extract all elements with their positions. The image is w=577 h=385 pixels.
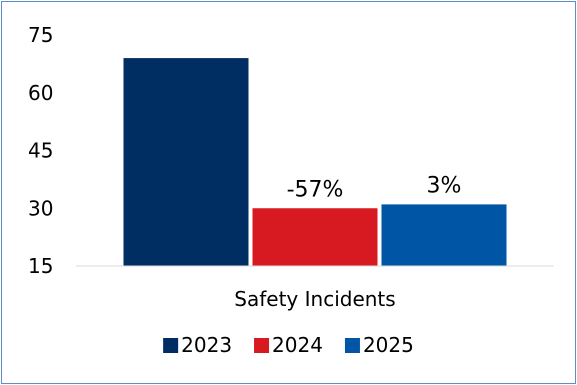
legend: 2023 2024 2025 xyxy=(163,333,414,357)
legend-swatch-2023 xyxy=(163,338,179,353)
x-axis-categories: Safety Incidents xyxy=(234,287,395,311)
bar-2023 xyxy=(123,58,249,266)
y-tick-label: 60 xyxy=(28,81,53,105)
bar-data-label: -57% xyxy=(287,177,344,202)
legend-swatch-2025 xyxy=(344,338,360,353)
y-tick-label: 30 xyxy=(28,196,53,220)
legend-label: 2025 xyxy=(363,333,414,357)
x-category-label: Safety Incidents xyxy=(234,287,395,311)
legend-label: 2024 xyxy=(272,333,323,357)
y-tick-label: 75 xyxy=(28,23,53,47)
bars xyxy=(123,58,507,266)
legend-swatch-2024 xyxy=(254,338,270,353)
bar-data-labels: -57% 3% xyxy=(287,173,462,202)
bar-2024 xyxy=(252,208,378,266)
legend-label: 2023 xyxy=(181,333,232,357)
y-tick-label: 15 xyxy=(28,254,53,278)
y-axis-ticks: 15 30 45 60 75 xyxy=(28,23,53,278)
bar-2025 xyxy=(381,204,507,266)
bar-data-label: 3% xyxy=(427,173,462,198)
y-tick-label: 45 xyxy=(28,139,53,163)
